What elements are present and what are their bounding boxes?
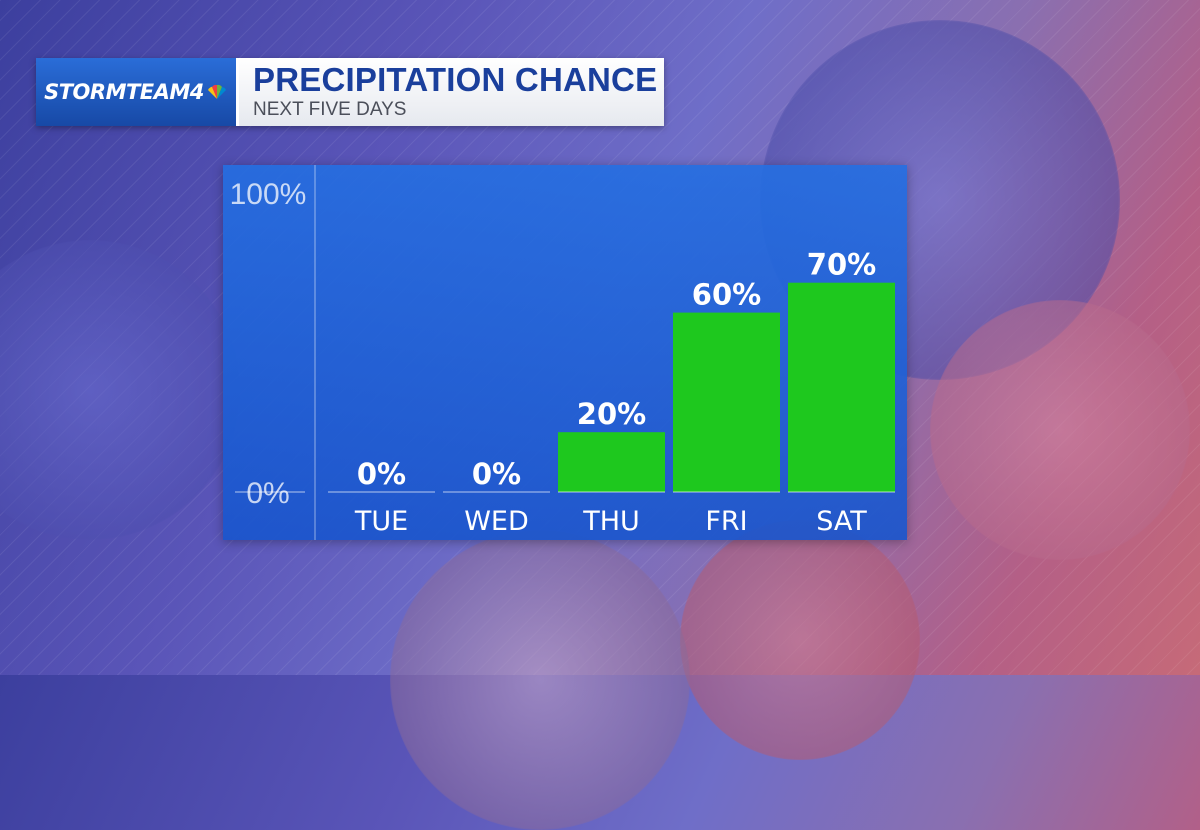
value-label: 0% xyxy=(357,457,406,491)
value-label: 70% xyxy=(807,248,876,282)
y-tick-label: 0% xyxy=(246,477,289,510)
header: STORMTEAM4 PRECIPITATION CHANCE NEXT FIV… xyxy=(36,58,664,126)
category-label: TUE xyxy=(354,506,408,537)
chart-title: PRECIPITATION CHANCE xyxy=(253,61,658,98)
bar-sat xyxy=(788,282,895,492)
category-label: THU xyxy=(582,506,640,537)
chart-panel: 100% 0% 0% TUE 0% WED 20% THU 60% FRI 70% SAT xyxy=(223,165,907,540)
value-label: 0% xyxy=(472,457,521,491)
umbrella-decoration xyxy=(680,520,920,760)
category-label: FRI xyxy=(705,506,747,537)
umbrella-decoration xyxy=(390,530,690,830)
umbrella-decoration xyxy=(0,240,240,540)
peacock-icon xyxy=(207,84,226,99)
category-label: SAT xyxy=(816,506,867,537)
category-label: WED xyxy=(464,506,529,537)
bar-chart: 100% 0% 0% TUE 0% WED 20% THU 60% FRI 70% SAT xyxy=(230,165,895,540)
title-box: PRECIPITATION CHANCE NEXT FIVE DAYS xyxy=(236,58,664,126)
bar-fri xyxy=(673,312,780,492)
bar-thu xyxy=(558,432,665,492)
logo-text: STORMTEAM4 xyxy=(44,80,228,104)
chart-subtitle: NEXT FIVE DAYS xyxy=(253,99,407,120)
value-label: 20% xyxy=(577,397,646,431)
value-label: 60% xyxy=(692,278,761,312)
y-tick-label: 100% xyxy=(230,178,307,211)
umbrella-decoration xyxy=(930,300,1190,560)
logo: STORMTEAM4 xyxy=(36,58,236,126)
